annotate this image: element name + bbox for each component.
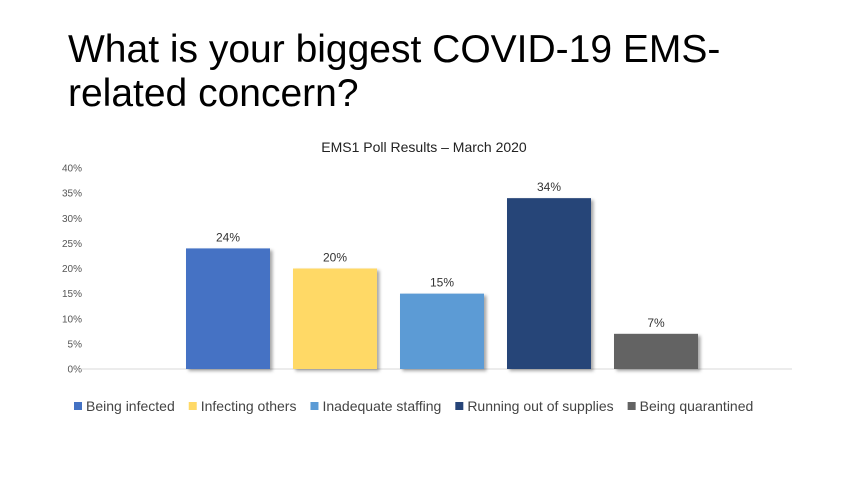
legend-swatch — [310, 402, 319, 410]
legend-entry: Being quarantined — [640, 398, 754, 414]
legend-swatch — [74, 402, 82, 410]
data-labels: 24% 20% 15% 34% 7% — [216, 180, 665, 330]
bars — [186, 198, 698, 369]
y-tick-label: 35% — [62, 189, 82, 200]
y-tick-label: 5% — [68, 339, 83, 350]
chart-title: EMS1 Poll Results – March 2020 — [321, 139, 527, 155]
y-tick-label: 0% — [68, 365, 83, 376]
bar-infecting-others — [293, 268, 377, 369]
bar-inadequate-staffing — [400, 293, 484, 369]
y-axis-tick-labels: 0% 5% 10% 15% 20% 25% 30% 35% 40% — [62, 164, 82, 376]
legend-entry: Infecting others — [201, 398, 297, 414]
legend-swatch — [188, 402, 197, 410]
y-tick-label: 25% — [62, 239, 82, 250]
legend-swatch — [627, 402, 636, 410]
y-tick-label: 40% — [62, 164, 82, 175]
data-label: 15% — [430, 276, 454, 290]
data-label: 7% — [647, 316, 665, 330]
bar-being-infected — [186, 248, 270, 369]
y-tick-label: 20% — [62, 264, 82, 275]
legend-entry: Inadequate staffing — [322, 398, 441, 414]
data-label: 20% — [323, 251, 347, 265]
data-label: 34% — [537, 180, 561, 194]
legend-swatch — [455, 402, 464, 410]
data-label: 24% — [216, 230, 240, 244]
bar-running-out-of-supplies — [507, 198, 591, 369]
slide-title: What is your biggest COVID-19 EMS-relate… — [68, 28, 721, 115]
y-tick-label: 10% — [62, 314, 82, 325]
legend-entry: Being infected — [86, 398, 175, 414]
legend: Being infected Infecting others Inadequate… — [74, 398, 753, 414]
y-tick-label: 15% — [62, 289, 82, 300]
y-tick-label: 30% — [62, 214, 82, 225]
legend-entry: Running out of supplies — [467, 398, 613, 414]
bar-being-quarantined — [614, 333, 698, 369]
